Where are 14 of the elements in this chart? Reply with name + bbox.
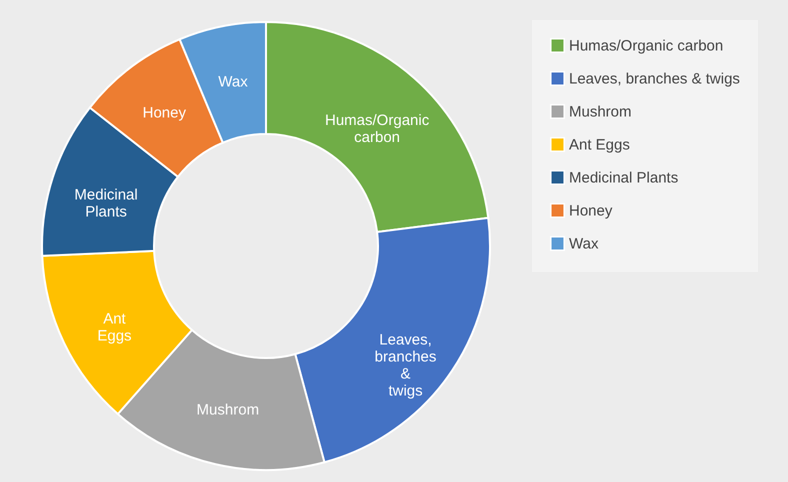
legend-label: Ant Eggs xyxy=(569,136,630,154)
slice-label: Humas/Organic carbon xyxy=(325,112,430,146)
legend-label: Humas/Organic carbon xyxy=(569,38,724,54)
legend-label: Medicinal Plants xyxy=(569,170,678,186)
legend-label: Leaves, branches & twigs xyxy=(569,70,740,88)
slice-label: Leaves, branches & twigs xyxy=(374,332,436,400)
legend-label: Mushrom xyxy=(569,104,632,120)
slice-label: Wax xyxy=(218,73,248,90)
legend-label: Wax xyxy=(569,236,599,252)
slice-label: Ant Eggs xyxy=(97,310,132,344)
slice-label: Mushrom xyxy=(196,402,260,419)
slice-label: Honey xyxy=(142,104,186,122)
legend-label: Honey xyxy=(569,202,613,220)
slice-label: Medicinal Plants xyxy=(74,186,138,221)
